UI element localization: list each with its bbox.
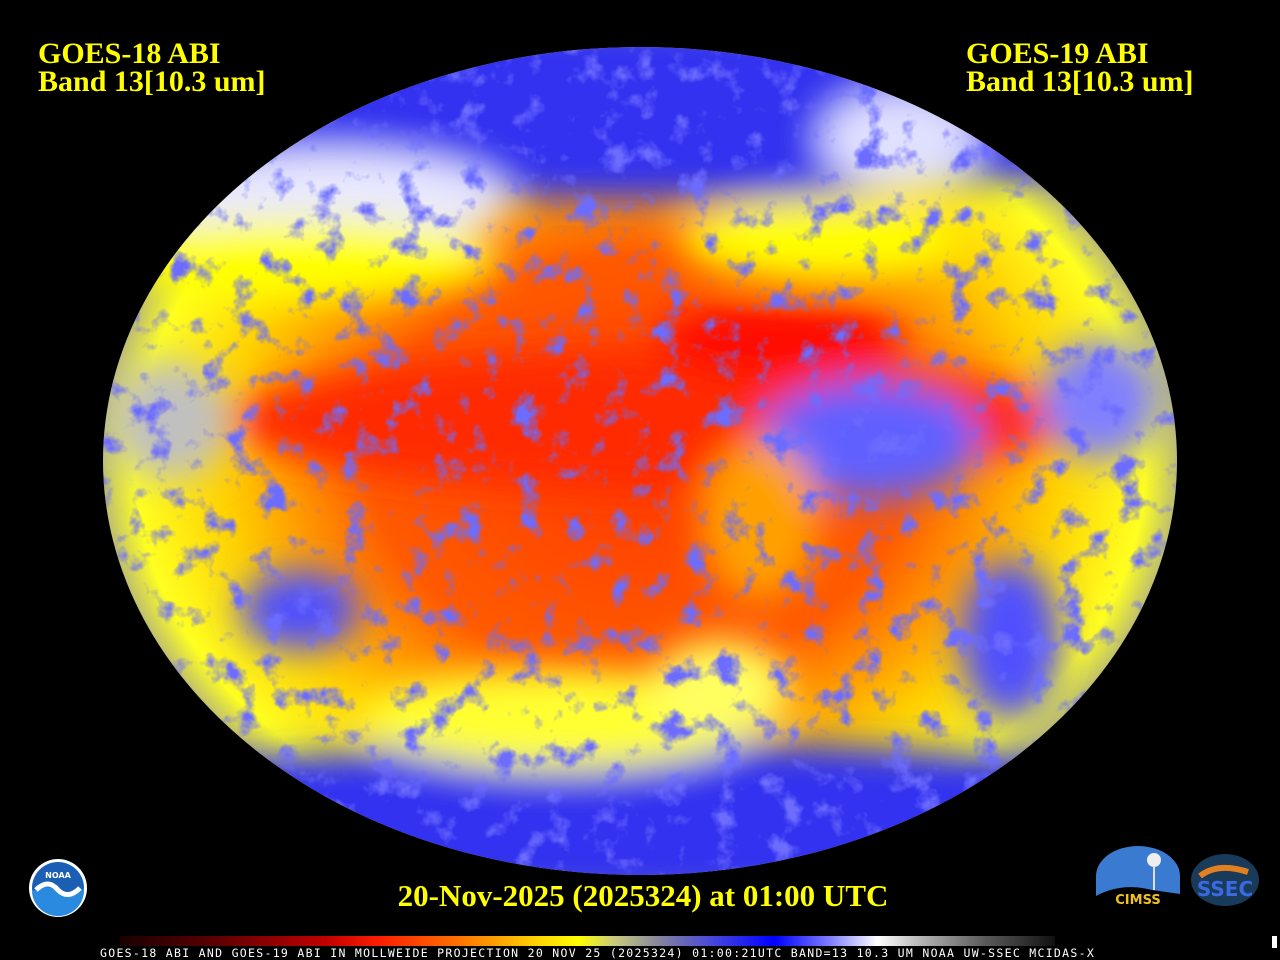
- right-band-name: Band 13[10.3 um]: [966, 65, 1194, 98]
- left-satellite-name: GOES-18 ABI: [38, 37, 221, 70]
- noaa-logo: NOAA: [29, 859, 87, 917]
- svg-text:SSEC: SSEC: [1197, 877, 1253, 901]
- left-satellite-label: GOES-18 ABI Band 13[10.3 um]: [38, 37, 266, 98]
- svg-text:CIMSS: CIMSS: [1115, 893, 1160, 908]
- right-satellite-name: GOES-19 ABI: [966, 37, 1149, 70]
- svg-text:NOAA: NOAA: [45, 871, 71, 880]
- ssec-logo: SSEC: [1191, 854, 1259, 906]
- timestamp-label: 20-Nov-2025 (2025324) at 01:00 UTC: [397, 878, 889, 913]
- footer-caption: GOES-18 ABI AND GOES-19 ABI IN MOLLWEIDE…: [100, 946, 1096, 960]
- left-band-name: Band 13[10.3 um]: [38, 65, 266, 98]
- cimss-logo: CIMSS: [1096, 846, 1180, 910]
- right-satellite-label: GOES-19 ABI Band 13[10.3 um]: [966, 37, 1194, 98]
- temperature-colorbar: [120, 936, 1055, 946]
- cursor-marker: [1272, 936, 1277, 948]
